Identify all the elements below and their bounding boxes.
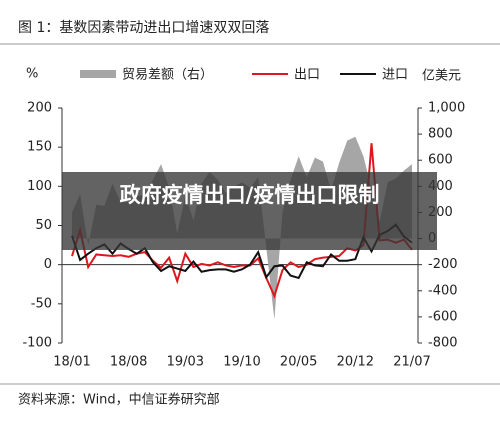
source: 资料来源：Wind，中信证券研究部 — [18, 392, 220, 408]
y2-tick-label: 600 — [428, 153, 453, 168]
x-tick-label: 21/07 — [393, 355, 430, 370]
x-tick-label: 20/12 — [337, 355, 374, 370]
x-tick-label: 18/01 — [53, 355, 90, 370]
legend-label: 进口 — [382, 68, 408, 83]
y2-tick-label: -400 — [428, 283, 458, 298]
y-unit: % — [26, 67, 38, 82]
x-tick-label: 18/08 — [110, 355, 147, 370]
y2-tick-label: -800 — [428, 336, 458, 351]
y-tick-label: 200 — [27, 101, 52, 116]
chart-title: 图 1：基数因素带动进出口增速双双回落 — [18, 19, 269, 36]
y2-tick-label: 800 — [428, 127, 453, 142]
y2-unit: 亿美元 — [422, 69, 461, 84]
y-tick-label: 150 — [27, 140, 52, 155]
legend-label: 贸易差额（右） — [122, 68, 213, 83]
line — [71, 143, 413, 299]
x-tick-label: 20/05 — [280, 355, 317, 370]
y2-tick-label: -200 — [428, 257, 458, 272]
y-tick-label: -50 — [31, 296, 52, 311]
y-tick-label: 50 — [35, 218, 52, 233]
legend-swatch — [80, 70, 116, 78]
y2-tick-label: -600 — [428, 309, 458, 324]
legend-label: 出口 — [294, 68, 320, 83]
x-tick-label: 19/10 — [223, 355, 260, 370]
overlay-banner: 政府疫情出口/疫情出口限制 — [62, 172, 437, 250]
y-tick-label: 0 — [44, 257, 52, 272]
y-tick-label: -100 — [22, 336, 52, 351]
y-tick-label: 100 — [27, 179, 52, 194]
x-tick-label: 19/03 — [167, 355, 204, 370]
y2-tick-label: 1,000 — [428, 101, 465, 116]
